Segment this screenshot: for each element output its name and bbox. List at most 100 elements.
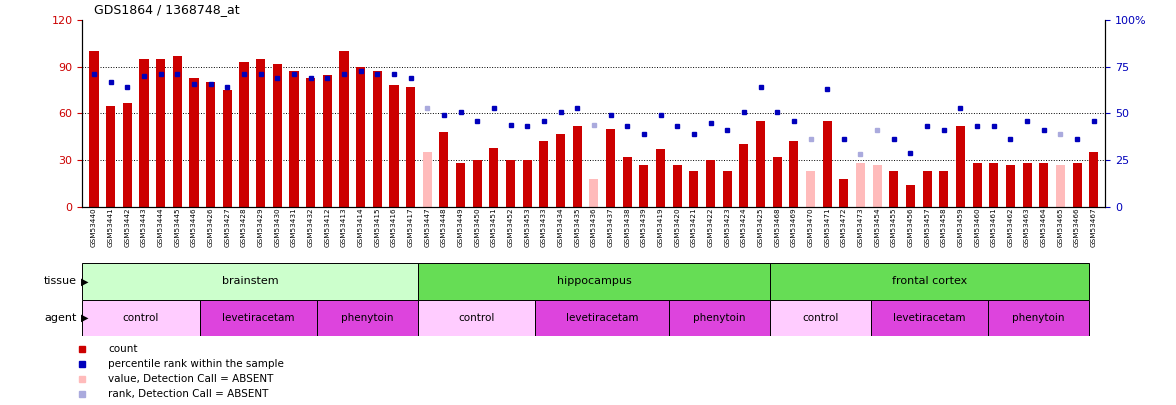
Text: GSM53473: GSM53473 <box>857 208 863 247</box>
Text: ▶: ▶ <box>81 277 88 286</box>
Bar <box>289 72 299 207</box>
Bar <box>189 78 199 207</box>
Text: frontal cortex: frontal cortex <box>891 277 967 286</box>
Text: GSM53447: GSM53447 <box>425 208 430 247</box>
Text: GSM53463: GSM53463 <box>1024 208 1030 247</box>
Text: ▶: ▶ <box>81 313 88 323</box>
Bar <box>417 300 535 336</box>
Bar <box>806 171 815 207</box>
Bar <box>656 149 666 207</box>
Bar <box>622 157 632 207</box>
Text: GSM53415: GSM53415 <box>374 208 380 247</box>
Text: phenytoin: phenytoin <box>1013 313 1064 323</box>
Text: GSM53445: GSM53445 <box>174 208 180 247</box>
Text: count: count <box>108 343 138 354</box>
Text: GSM53470: GSM53470 <box>808 208 814 247</box>
Text: GSM53469: GSM53469 <box>790 208 797 247</box>
Text: GSM53446: GSM53446 <box>191 208 196 247</box>
Text: GSM53425: GSM53425 <box>757 208 763 247</box>
Text: control: control <box>122 313 159 323</box>
Text: levetiracetam: levetiracetam <box>893 313 965 323</box>
Bar <box>940 171 948 207</box>
Text: GSM53416: GSM53416 <box>390 208 397 247</box>
Bar <box>589 179 599 207</box>
Text: GSM53449: GSM53449 <box>457 208 463 247</box>
Text: control: control <box>802 313 838 323</box>
Bar <box>770 300 870 336</box>
Bar <box>673 165 682 207</box>
Text: GSM53420: GSM53420 <box>674 208 680 247</box>
Text: GSM53435: GSM53435 <box>574 208 580 247</box>
Text: GSM53413: GSM53413 <box>341 208 347 247</box>
Bar <box>856 163 866 207</box>
Bar <box>706 160 715 207</box>
Text: GSM53421: GSM53421 <box>690 208 697 247</box>
Text: GSM53451: GSM53451 <box>490 208 497 247</box>
Bar <box>273 64 282 207</box>
Text: GSM53432: GSM53432 <box>308 208 314 247</box>
Text: GSM53450: GSM53450 <box>474 208 480 247</box>
Text: value, Detection Call = ABSENT: value, Detection Call = ABSENT <box>108 374 274 384</box>
Text: GSM53419: GSM53419 <box>657 208 663 247</box>
Bar <box>489 147 499 207</box>
Bar <box>906 185 915 207</box>
Text: GSM53452: GSM53452 <box>508 208 514 247</box>
Bar <box>140 59 148 207</box>
Text: GSM53456: GSM53456 <box>908 208 914 247</box>
Text: GSM53436: GSM53436 <box>590 208 597 247</box>
Text: GDS1864 / 1368748_at: GDS1864 / 1368748_at <box>94 3 240 16</box>
Text: GSM53453: GSM53453 <box>524 208 530 247</box>
Bar <box>640 165 648 207</box>
Text: agent: agent <box>44 313 76 323</box>
Text: GSM53454: GSM53454 <box>874 208 880 247</box>
Bar <box>922 171 931 207</box>
Bar <box>556 134 566 207</box>
Text: GSM53459: GSM53459 <box>957 208 963 247</box>
Text: hippocampus: hippocampus <box>556 277 632 286</box>
Bar <box>473 160 482 207</box>
Text: control: control <box>459 313 495 323</box>
Bar <box>106 106 115 207</box>
Text: GSM53423: GSM53423 <box>724 208 730 247</box>
Bar <box>756 121 766 207</box>
Text: GSM53466: GSM53466 <box>1074 208 1080 247</box>
Bar <box>440 132 448 207</box>
Bar <box>1005 165 1015 207</box>
Text: phenytoin: phenytoin <box>341 313 394 323</box>
Text: GSM53433: GSM53433 <box>541 208 547 247</box>
Bar <box>340 51 348 207</box>
Bar <box>89 51 99 207</box>
Bar <box>506 160 515 207</box>
Bar <box>1056 165 1065 207</box>
Bar <box>740 145 748 207</box>
Text: GSM53457: GSM53457 <box>924 208 930 247</box>
Text: GSM53434: GSM53434 <box>557 208 563 247</box>
Text: percentile rank within the sample: percentile rank within the sample <box>108 359 285 369</box>
Bar <box>840 179 848 207</box>
Bar <box>306 78 315 207</box>
Bar <box>156 59 165 207</box>
Text: GSM53417: GSM53417 <box>408 208 414 247</box>
Bar <box>389 85 399 207</box>
Bar <box>206 82 215 207</box>
Bar <box>318 300 417 336</box>
Bar <box>1040 163 1048 207</box>
Bar <box>870 300 988 336</box>
Text: GSM53460: GSM53460 <box>974 208 980 247</box>
Bar <box>822 121 831 207</box>
Text: GSM53464: GSM53464 <box>1041 208 1047 247</box>
Text: GSM53443: GSM53443 <box>141 208 147 247</box>
Text: GSM53444: GSM53444 <box>158 208 163 247</box>
Bar <box>873 165 882 207</box>
Bar <box>456 163 466 207</box>
Text: GSM53440: GSM53440 <box>91 208 96 247</box>
Text: GSM53448: GSM53448 <box>441 208 447 247</box>
Text: brainstem: brainstem <box>222 277 279 286</box>
Bar <box>122 102 132 207</box>
Text: GSM53437: GSM53437 <box>608 208 614 247</box>
Text: GSM53455: GSM53455 <box>890 208 897 247</box>
Bar <box>522 160 532 207</box>
Text: GSM53472: GSM53472 <box>841 208 847 247</box>
Text: GSM53424: GSM53424 <box>741 208 747 247</box>
Bar <box>1023 163 1031 207</box>
